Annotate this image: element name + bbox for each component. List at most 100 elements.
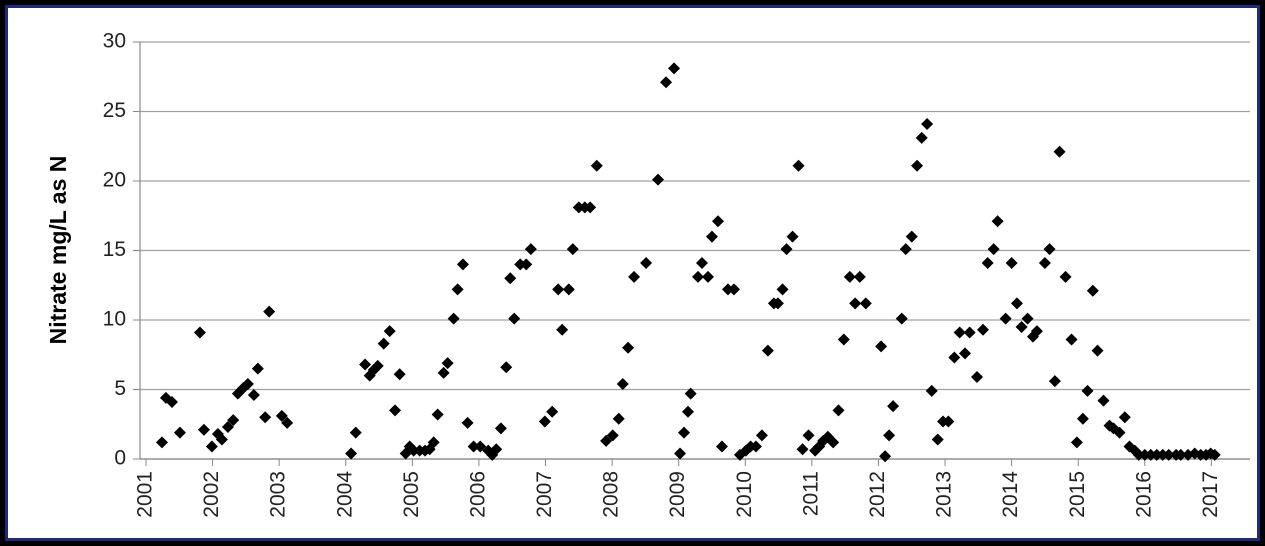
point [849, 297, 862, 310]
point [546, 405, 559, 418]
point [981, 257, 994, 270]
point [837, 333, 850, 346]
x-tick-label: 2003 [267, 471, 290, 518]
point [552, 283, 565, 296]
point [887, 400, 900, 413]
point [600, 434, 613, 447]
point [456, 258, 469, 271]
point [461, 416, 474, 429]
point [628, 270, 641, 283]
y-tick-label: 25 [103, 99, 126, 122]
point [976, 323, 989, 336]
point [556, 323, 569, 336]
point [802, 429, 815, 442]
point [1005, 257, 1018, 270]
x-tick-label: 2013 [933, 471, 956, 518]
point [263, 305, 276, 318]
point [843, 270, 856, 283]
point [431, 408, 444, 421]
y-tick-label: 10 [103, 308, 126, 331]
point [921, 118, 934, 131]
point [227, 414, 240, 427]
point [1048, 375, 1061, 388]
x-tick-label: 2015 [1066, 471, 1089, 518]
point [755, 429, 768, 442]
point [193, 326, 206, 339]
point [247, 389, 260, 402]
x-tick-label: 2002 [200, 471, 223, 518]
point [606, 429, 619, 442]
x-tick-label: 2008 [600, 471, 623, 518]
point [640, 257, 653, 270]
point [942, 415, 955, 428]
point [616, 377, 629, 390]
point [827, 436, 840, 449]
point [796, 443, 809, 456]
point [691, 270, 704, 283]
point [1097, 394, 1110, 407]
point [792, 159, 805, 172]
point [590, 159, 603, 172]
point [1030, 325, 1043, 338]
point [895, 312, 908, 325]
point [205, 440, 218, 453]
point [761, 344, 774, 357]
point [1091, 344, 1104, 357]
point [1086, 284, 1099, 297]
point [490, 443, 503, 456]
point [451, 283, 464, 296]
point [853, 270, 866, 283]
point [1081, 384, 1094, 397]
point [494, 422, 507, 435]
x-tick-label: 2011 [799, 471, 822, 516]
point [749, 440, 762, 453]
point [953, 326, 966, 339]
point [1118, 411, 1131, 424]
point [173, 426, 186, 439]
point [931, 433, 944, 446]
point [959, 347, 972, 360]
point [1162, 448, 1175, 461]
point [701, 270, 714, 283]
point [925, 384, 938, 397]
point [437, 366, 450, 379]
point [911, 159, 924, 172]
point [786, 230, 799, 243]
y-tick-label: 20 [103, 169, 126, 192]
point [695, 257, 708, 270]
x-tick-label: 2010 [733, 471, 756, 518]
point [500, 361, 513, 374]
point [682, 405, 695, 418]
point [727, 283, 740, 296]
point [859, 297, 872, 310]
point [359, 358, 372, 371]
point [584, 201, 597, 214]
inner-frame [5, 5, 1260, 541]
point [622, 341, 635, 354]
point [715, 440, 728, 453]
point [1053, 145, 1066, 158]
point [875, 340, 888, 353]
point [883, 429, 896, 442]
point [652, 173, 665, 186]
point [1021, 312, 1034, 325]
point [281, 416, 294, 429]
point [674, 447, 687, 460]
point [427, 436, 440, 449]
point [711, 215, 724, 228]
point [1043, 243, 1056, 256]
point [1070, 436, 1083, 449]
point [215, 433, 228, 446]
point [1113, 426, 1126, 439]
point [1010, 297, 1023, 310]
y-axis-label: Nitrate mg/L as N [45, 156, 71, 345]
point [508, 312, 521, 325]
point [963, 326, 976, 339]
point [383, 325, 396, 338]
point [832, 404, 845, 417]
point [1038, 257, 1051, 270]
point [389, 404, 402, 417]
point [999, 312, 1012, 325]
point [612, 412, 625, 425]
